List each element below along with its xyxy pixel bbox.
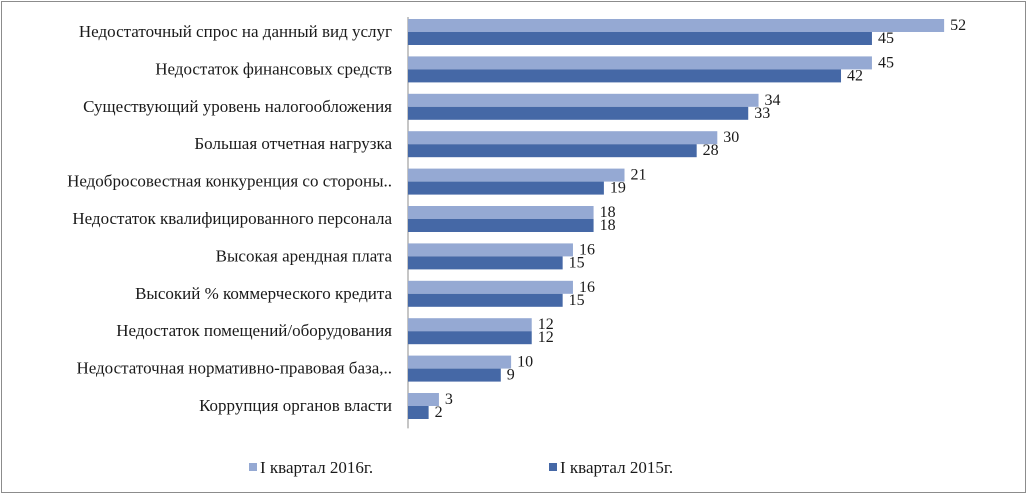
legend-swatch-2016 — [249, 463, 257, 471]
bar — [408, 256, 563, 270]
data-label: 21 — [631, 167, 647, 184]
bar — [408, 106, 749, 120]
data-label: 12 — [538, 316, 554, 333]
category-labels: Недостаточный спрос на данный вид услуг Н… — [67, 22, 392, 415]
bar — [408, 393, 439, 406]
category-label: Недостаток финансовых средств — [155, 59, 392, 78]
category-label: Недостаточный спрос на данный вид услуг — [79, 22, 392, 41]
category-label: Недобросовестная конкуренция со стороны.… — [67, 172, 392, 191]
bar — [408, 168, 625, 182]
data-label: 28 — [703, 142, 719, 159]
bar — [408, 32, 872, 45]
bar — [408, 355, 512, 369]
data-label: 16 — [579, 279, 595, 296]
bar — [408, 93, 759, 107]
data-label: 12 — [538, 329, 554, 346]
data-label: 15 — [569, 292, 585, 309]
category-label: Существующий уровень налогообложения — [83, 97, 392, 116]
data-label: 45 — [878, 30, 894, 47]
data-label: 33 — [754, 105, 770, 122]
category-label: Коррупция органов власти — [199, 396, 392, 415]
data-label: 18 — [600, 217, 616, 234]
bar — [408, 69, 842, 83]
bar — [408, 206, 594, 219]
category-label: Недостаток помещений/оборудования — [116, 321, 392, 340]
legend: I квартал 2016г. I квартал 2015г. — [249, 458, 673, 477]
bar — [408, 56, 872, 70]
data-label: 15 — [569, 254, 585, 271]
legend-label-2015: I квартал 2015г. — [560, 458, 673, 477]
data-label: 10 — [517, 354, 533, 371]
category-label: Недостаточная нормативно-правовая база,.… — [76, 359, 392, 378]
data-label: 16 — [579, 241, 595, 258]
bar — [408, 144, 697, 158]
bar — [408, 331, 532, 345]
data-label: 52 — [950, 17, 966, 34]
bar — [408, 219, 594, 232]
bar — [408, 19, 945, 32]
bar — [408, 318, 532, 332]
value-labels: 5245454234333028211918181615161512121093… — [435, 17, 967, 421]
bar — [408, 181, 604, 195]
data-label: 30 — [723, 129, 739, 146]
data-label: 34 — [765, 92, 781, 109]
data-label: 9 — [507, 367, 515, 384]
bar — [408, 280, 573, 294]
data-label: 19 — [610, 180, 626, 197]
category-label: Высокая арендная плата — [216, 246, 393, 265]
legend-swatch-2015 — [549, 463, 557, 471]
data-label: 45 — [878, 54, 894, 71]
bar — [408, 131, 718, 145]
data-label: 3 — [445, 391, 453, 408]
bar — [408, 243, 573, 257]
data-label: 42 — [847, 67, 863, 84]
bar — [408, 368, 501, 382]
bars — [408, 19, 945, 419]
data-label: 2 — [435, 404, 443, 421]
bar — [408, 293, 563, 307]
bar — [408, 406, 429, 419]
legend-label-2016: I квартал 2016г. — [260, 458, 373, 477]
category-label: Недостаток квалифицированного персонала — [72, 209, 392, 228]
category-label: Высокий % коммерческого кредита — [135, 284, 392, 303]
data-label: 18 — [600, 204, 616, 221]
category-label: Большая отчетная нагрузка — [194, 134, 392, 153]
